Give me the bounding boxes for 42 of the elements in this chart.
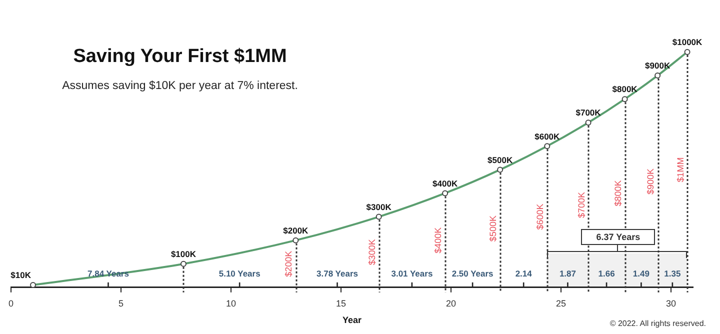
- annotation: 1.87: [559, 268, 576, 278]
- data-label: $10K: [10, 270, 32, 280]
- data-label: $500K: [488, 154, 514, 165]
- annotation: 2.50 Years: [452, 268, 494, 278]
- chart-title: Saving Your First $1MM: [72, 46, 288, 68]
- data-label: $600K: [534, 131, 561, 142]
- text: © 2022. All rights reserved.: [610, 319, 706, 328]
- annotation: 1.49: [632, 268, 650, 278]
- annotation: $600K: [535, 204, 546, 230]
- data-label: $200K: [283, 225, 310, 236]
- annotation: $300K: [366, 239, 377, 266]
- x-tick-label: 25: [556, 298, 566, 308]
- data-label: $1000K: [672, 37, 704, 48]
- annotation: $700K: [576, 192, 586, 218]
- bracket: 6.37 Years: [547, 229, 688, 260]
- annotation: $900K: [646, 168, 656, 194]
- x-tick-label: 20: [446, 298, 456, 308]
- annotation: 1.66: [598, 268, 616, 278]
- x-axis-title: Year: [342, 315, 362, 326]
- data-label: $400K: [432, 178, 458, 188]
- data-label: $900K: [645, 60, 671, 71]
- data-label: $700K: [576, 108, 602, 118]
- annotation: $200K: [284, 250, 294, 277]
- annotation: 1.35: [664, 268, 681, 278]
- x-tick-label: 10: [226, 298, 236, 308]
- annotation: 5.10 Years: [218, 268, 261, 278]
- annotation: $400K: [433, 227, 444, 254]
- x-tick-label: 30: [666, 298, 676, 308]
- annotation: 3.78 Years: [316, 268, 358, 278]
- annotation: $1MM: [675, 157, 686, 182]
- data-label: $100K: [170, 248, 197, 259]
- data-label: $300K: [366, 202, 392, 212]
- annotation: $800K: [612, 180, 623, 206]
- x-tick-label: 15: [336, 298, 346, 308]
- data-label: $800K: [612, 84, 638, 94]
- annotation: 2.14: [515, 268, 532, 278]
- text: Assumes saving $10K per year at 7% interest.: [61, 80, 299, 92]
- x-tick-label: 5: [118, 298, 124, 308]
- band-label: 6.37 Years: [581, 229, 656, 246]
- annotation: $500K: [488, 216, 498, 242]
- x-tick-label: 0: [8, 298, 14, 308]
- annotation: 3.01 Years: [391, 268, 433, 278]
